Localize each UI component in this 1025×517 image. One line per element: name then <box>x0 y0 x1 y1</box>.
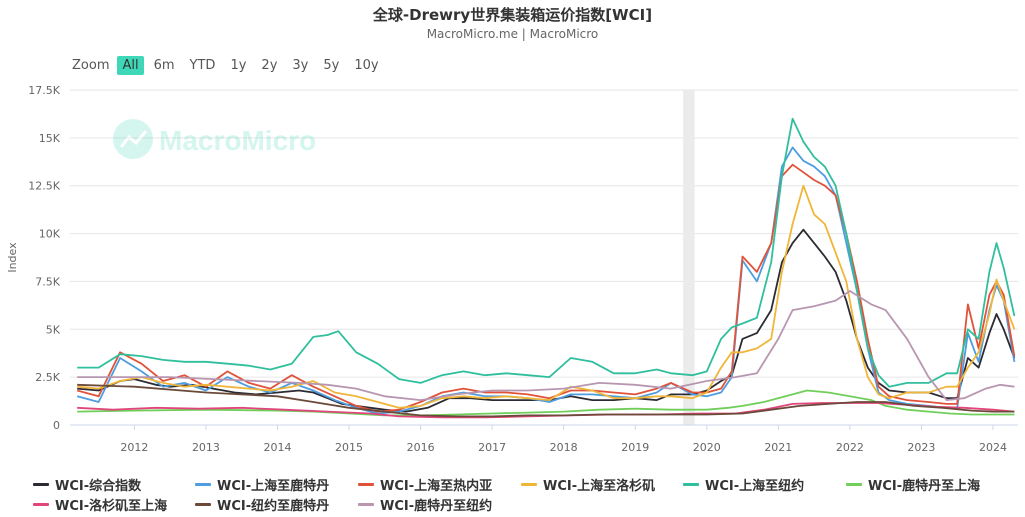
legend-swatch-rotterdam-new-york <box>358 503 374 506</box>
legend-item-rotterdam-shanghai[interactable]: WCI-鹿特丹至上海 <box>846 475 980 494</box>
series-line <box>77 383 1015 418</box>
zoom-button-1y[interactable]: 1y <box>230 58 247 73</box>
watermark-text: MacroMicro <box>159 125 316 156</box>
shaded-period-band <box>683 90 695 425</box>
x-tick-label: 2019 <box>621 441 649 454</box>
shaded-period <box>683 90 695 425</box>
x-tick-label: 2012 <box>120 441 148 454</box>
legend-swatch-shanghai-los-angeles <box>521 483 537 486</box>
legend-swatch-composite <box>33 483 49 486</box>
series-line <box>76 163 1016 413</box>
legend-label: WCI-鹿特丹至纽约 <box>380 499 493 514</box>
series-line <box>77 389 1015 417</box>
x-tick-label: 2017 <box>478 441 506 454</box>
legend-swatch-shanghai-genoa <box>358 483 374 486</box>
x-tick-label: 2014 <box>263 441 291 454</box>
series-line <box>77 184 1016 409</box>
watermark-logo-mark-icon <box>119 130 148 148</box>
chart-plot: MacroMicro 0 2.5K 5K 7.5K 10K 12.5K 15K 17.5K In… <box>6 84 1018 454</box>
axes: 0 2.5K 5K 7.5K 10K 12.5K 15K 17.5K Index 2012 2013… <box>6 84 1018 454</box>
legend-label: WCI-鹿特丹至上海 <box>868 479 981 494</box>
legend-item-rotterdam-new-york[interactable]: WCI-鹿特丹至纽约 <box>358 495 492 514</box>
zoom-button-ytd[interactable]: YTD <box>189 58 216 73</box>
zoom-button-2y[interactable]: 2y <box>261 58 278 73</box>
zoom-button-10y[interactable]: 10y <box>354 58 379 73</box>
x-tick-label: 2022 <box>836 441 864 454</box>
y-tick-label: 10K <box>39 228 61 241</box>
x-tick-label: 2024 <box>979 441 1007 454</box>
legend-label: WCI-洛杉矶至上海 <box>55 499 168 514</box>
zoom-button-3y[interactable]: 3y <box>292 58 309 73</box>
legend-swatch-new-york-rotterdam <box>195 503 211 506</box>
series-line <box>77 290 1015 402</box>
legend-label: WCI-上海至纽约 <box>705 479 805 494</box>
y-tick-label: 0 <box>53 419 60 432</box>
legend-item-los-angeles-shanghai[interactable]: WCI-洛杉矶至上海 <box>33 495 167 514</box>
legend-swatch-rotterdam-shanghai <box>846 483 862 486</box>
legend-swatch-los-angeles-shanghai <box>33 503 49 506</box>
watermark-logo-icon <box>113 119 153 159</box>
zoom-button-all[interactable]: All <box>117 56 144 75</box>
x-tick-label: 2013 <box>192 441 220 454</box>
series-lines <box>76 117 1016 419</box>
series-line <box>76 146 1016 415</box>
legend-label: WCI-上海至洛杉矶 <box>543 479 656 494</box>
x-tick-label: 2020 <box>693 441 721 454</box>
legend-swatch-shanghai-rotterdam <box>195 483 211 486</box>
x-tick-label: 2023 <box>907 441 935 454</box>
legend-swatch-shanghai-new-york <box>683 483 699 486</box>
y-tick-label: 17.5K <box>28 84 60 97</box>
legend-label: WCI-上海至鹿特丹 <box>217 479 330 494</box>
watermark: MacroMicro <box>113 119 316 159</box>
zoom-button-5y[interactable]: 5y <box>323 58 340 73</box>
y-tick-label: 12.5K <box>28 180 60 193</box>
series-line <box>77 228 1016 413</box>
series-line <box>77 117 1016 388</box>
y-axis-title: Index <box>6 242 19 273</box>
x-tick-label: 2015 <box>335 441 363 454</box>
legend-item-composite[interactable]: WCI-综合指数 <box>33 475 141 494</box>
legend-item-shanghai-new-york[interactable]: WCI-上海至纽约 <box>683 475 804 494</box>
legend-label: WCI-上海至热内亚 <box>380 479 493 494</box>
legend-item-shanghai-los-angeles[interactable]: WCI-上海至洛杉矶 <box>521 475 655 494</box>
legend-item-shanghai-rotterdam[interactable]: WCI-上海至鹿特丹 <box>195 475 329 494</box>
x-tick-label: 2021 <box>764 441 792 454</box>
legend-label: WCI-综合指数 <box>55 479 142 494</box>
zoom-label: Zoom <box>72 58 110 73</box>
chart-title: 全球-Drewry世界集装箱运价指数[WCI] <box>372 6 653 24</box>
chart-subtitle: MacroMicro.me | MacroMicro <box>426 27 599 41</box>
y-tick-label: 2.5K <box>35 371 60 384</box>
y-tick-label: 5K <box>46 323 61 336</box>
x-tick-label: 2018 <box>550 441 578 454</box>
legend-item-shanghai-genoa[interactable]: WCI-上海至热内亚 <box>358 475 492 494</box>
y-tick-label: 15K <box>39 132 61 145</box>
zoom-bar: Zoom All 6m YTD 1y 2y 3y 5y 10y <box>72 56 389 75</box>
legend-item-new-york-rotterdam[interactable]: WCI-纽约至鹿特丹 <box>195 495 329 514</box>
x-tick-label: 2016 <box>407 441 435 454</box>
zoom-button-6m[interactable]: 6m <box>153 58 175 73</box>
legend-label: WCI-纽约至鹿特丹 <box>217 499 330 514</box>
y-tick-label: 7.5K <box>35 275 60 288</box>
